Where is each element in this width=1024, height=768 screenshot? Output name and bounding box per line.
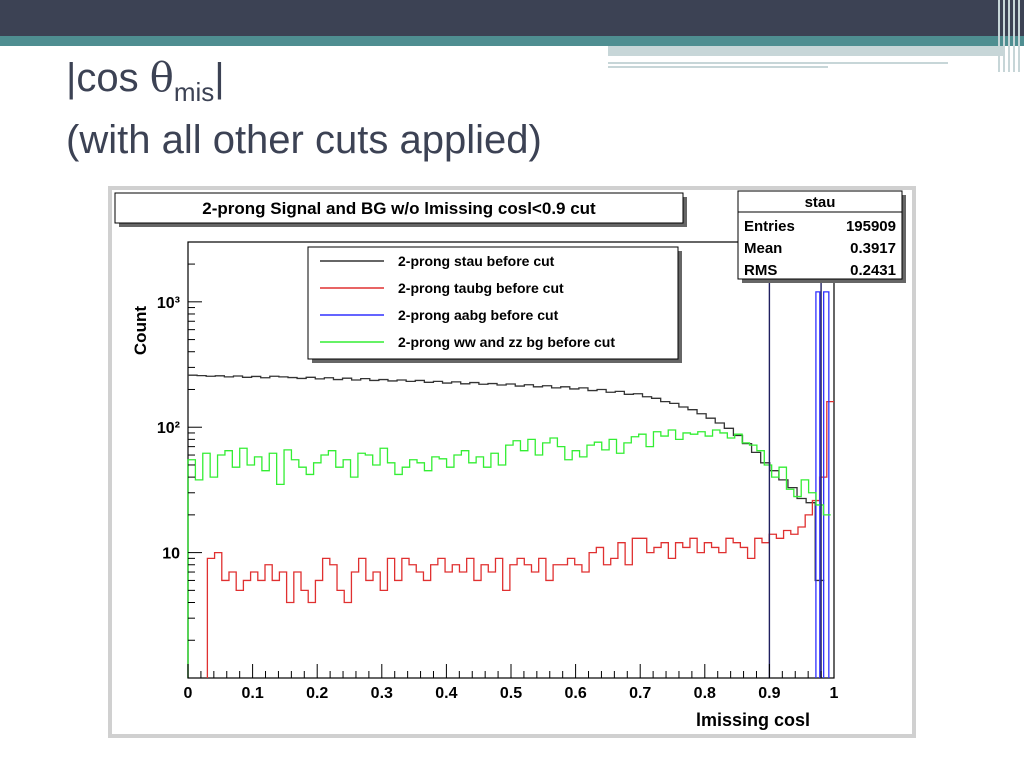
legend-label: 2-prong ww and zz bg before cut — [398, 334, 615, 350]
stats-label: Mean — [744, 240, 782, 257]
x-tick-label: 0.3 — [371, 685, 393, 702]
stats-label: RMS — [744, 262, 777, 279]
stats-value: 0.2431 — [850, 262, 896, 279]
title-subscript: mis — [173, 77, 215, 107]
title-prefix: |cos — [66, 56, 150, 100]
x-tick-label: 1 — [830, 685, 839, 702]
series-line-2-prong-ww-and-zz-bg-before-cut — [187, 429, 831, 678]
series-line-2-prong-stau-before-cut — [187, 374, 825, 678]
accent-band-light — [608, 46, 1003, 56]
accent-band — [0, 36, 1024, 46]
x-tick-label: 0.7 — [629, 685, 651, 702]
y-tick-label: 10³ — [157, 295, 180, 312]
x-tick-label: 0 — [184, 685, 193, 702]
title-suffix: | — [214, 56, 225, 100]
title-line-2: (with all other cuts applied) — [66, 118, 542, 162]
legend-label: 2-prong taubg before cut — [398, 280, 564, 296]
y-axis-label: Count — [131, 306, 150, 355]
x-tick-label: 0.1 — [241, 685, 263, 702]
y-tick-label: 10 — [162, 546, 180, 563]
legend-label: 2-prong aabg before cut — [398, 307, 559, 323]
x-tick-label: 0.9 — [758, 685, 780, 702]
x-tick-label: 0.8 — [694, 685, 716, 702]
series-aabg-spike-0 — [815, 291, 821, 678]
x-tick-label: 0.5 — [500, 685, 522, 702]
title-theta: θ — [149, 55, 174, 101]
x-tick-label: 0.4 — [435, 685, 457, 702]
header-band — [0, 0, 1024, 36]
stats-name: stau — [805, 194, 836, 211]
series-line-2-prong-taubg-before-cut — [206, 400, 834, 678]
decorative-bars — [994, 0, 1024, 72]
legend-box — [307, 246, 679, 360]
series-aabg-spike-1 — [823, 291, 830, 678]
stats-label: Entries — [744, 218, 795, 235]
x-tick-label: 0.6 — [564, 685, 586, 702]
stats-value: 195909 — [846, 218, 896, 235]
stats-box — [737, 190, 903, 280]
y-tick-label: 10² — [157, 420, 180, 437]
x-axis-label: lmissing cosl — [696, 710, 810, 730]
x-tick-label: 0.2 — [306, 685, 328, 702]
legend-label: 2-prong stau before cut — [398, 253, 555, 269]
chart-title: 2-prong Signal and BG w/o lmissing cosl<… — [202, 199, 596, 218]
slide-title: |cos θmis| (with all other cuts applied) — [66, 54, 542, 164]
chart-title-box — [114, 192, 684, 224]
accent-line — [608, 62, 948, 64]
stats-value: 0.3917 — [850, 240, 896, 257]
accent-line-short — [608, 66, 828, 68]
histogram-chart: 0 0.1 0.2 0.3 0.4 0.5 0.6 0.7 0.8 0.9 1 10 10² 10³ 2-… — [108, 186, 916, 738]
